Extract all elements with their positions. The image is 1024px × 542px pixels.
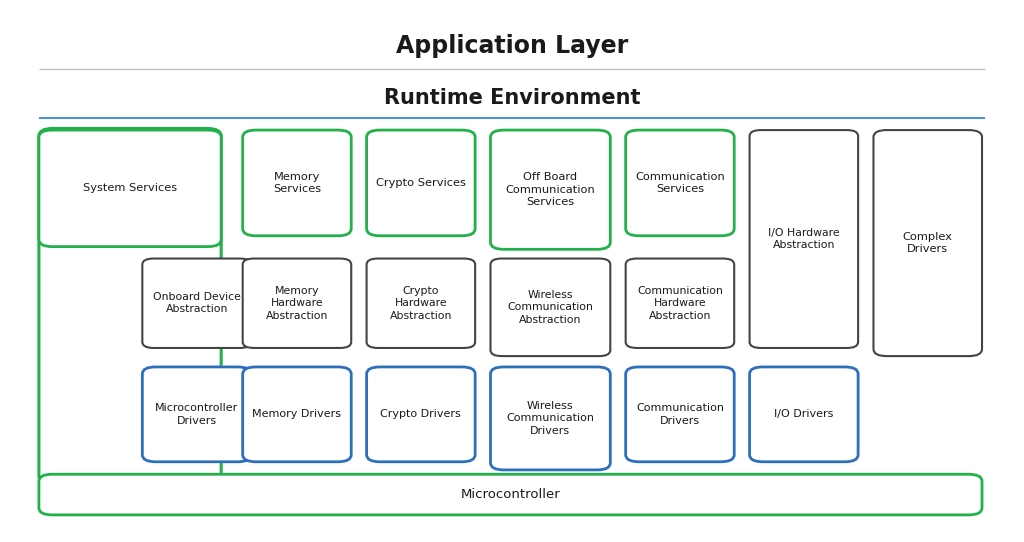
Text: Runtime Environment: Runtime Environment bbox=[384, 88, 640, 107]
FancyBboxPatch shape bbox=[367, 367, 475, 462]
Text: Wireless
Communication
Drivers: Wireless Communication Drivers bbox=[507, 401, 594, 436]
Text: Crypto Services: Crypto Services bbox=[376, 178, 466, 188]
FancyBboxPatch shape bbox=[873, 130, 982, 356]
FancyBboxPatch shape bbox=[750, 367, 858, 462]
Text: Crypto
Hardware
Abstraction: Crypto Hardware Abstraction bbox=[390, 286, 452, 321]
FancyBboxPatch shape bbox=[243, 367, 351, 462]
Text: Microcontroller: Microcontroller bbox=[461, 488, 560, 501]
FancyBboxPatch shape bbox=[626, 130, 734, 236]
Text: Memory
Services: Memory Services bbox=[273, 172, 321, 194]
Text: I/O Hardware
Abstraction: I/O Hardware Abstraction bbox=[768, 228, 840, 250]
FancyBboxPatch shape bbox=[750, 130, 858, 348]
Text: Crypto Drivers: Crypto Drivers bbox=[381, 409, 461, 420]
FancyBboxPatch shape bbox=[243, 130, 351, 236]
Text: Communication
Services: Communication Services bbox=[635, 172, 725, 194]
FancyBboxPatch shape bbox=[39, 474, 982, 515]
Text: Complex
Drivers: Complex Drivers bbox=[903, 232, 952, 254]
FancyBboxPatch shape bbox=[142, 367, 251, 462]
FancyBboxPatch shape bbox=[367, 259, 475, 348]
Text: Application Layer: Application Layer bbox=[396, 34, 628, 58]
Text: Communication
Drivers: Communication Drivers bbox=[636, 403, 724, 425]
Text: Wireless
Communication
Abstraction: Wireless Communication Abstraction bbox=[508, 290, 593, 325]
FancyBboxPatch shape bbox=[142, 259, 251, 348]
Text: Memory Drivers: Memory Drivers bbox=[253, 409, 341, 420]
Text: I/O Drivers: I/O Drivers bbox=[774, 409, 834, 420]
FancyBboxPatch shape bbox=[490, 259, 610, 356]
Text: Onboard Device
Abstraction: Onboard Device Abstraction bbox=[153, 292, 241, 314]
Text: System Services: System Services bbox=[83, 183, 177, 193]
FancyBboxPatch shape bbox=[243, 259, 351, 348]
FancyBboxPatch shape bbox=[490, 367, 610, 470]
FancyBboxPatch shape bbox=[490, 130, 610, 249]
Text: Off Board
Communication
Services: Off Board Communication Services bbox=[506, 172, 595, 207]
FancyBboxPatch shape bbox=[39, 130, 221, 247]
FancyBboxPatch shape bbox=[626, 259, 734, 348]
FancyBboxPatch shape bbox=[626, 367, 734, 462]
Text: Memory
Hardware
Abstraction: Memory Hardware Abstraction bbox=[266, 286, 328, 321]
FancyBboxPatch shape bbox=[367, 130, 475, 236]
Text: Communication
Hardware
Abstraction: Communication Hardware Abstraction bbox=[637, 286, 723, 321]
FancyBboxPatch shape bbox=[39, 128, 221, 483]
Text: Microcontroller
Drivers: Microcontroller Drivers bbox=[155, 403, 239, 425]
